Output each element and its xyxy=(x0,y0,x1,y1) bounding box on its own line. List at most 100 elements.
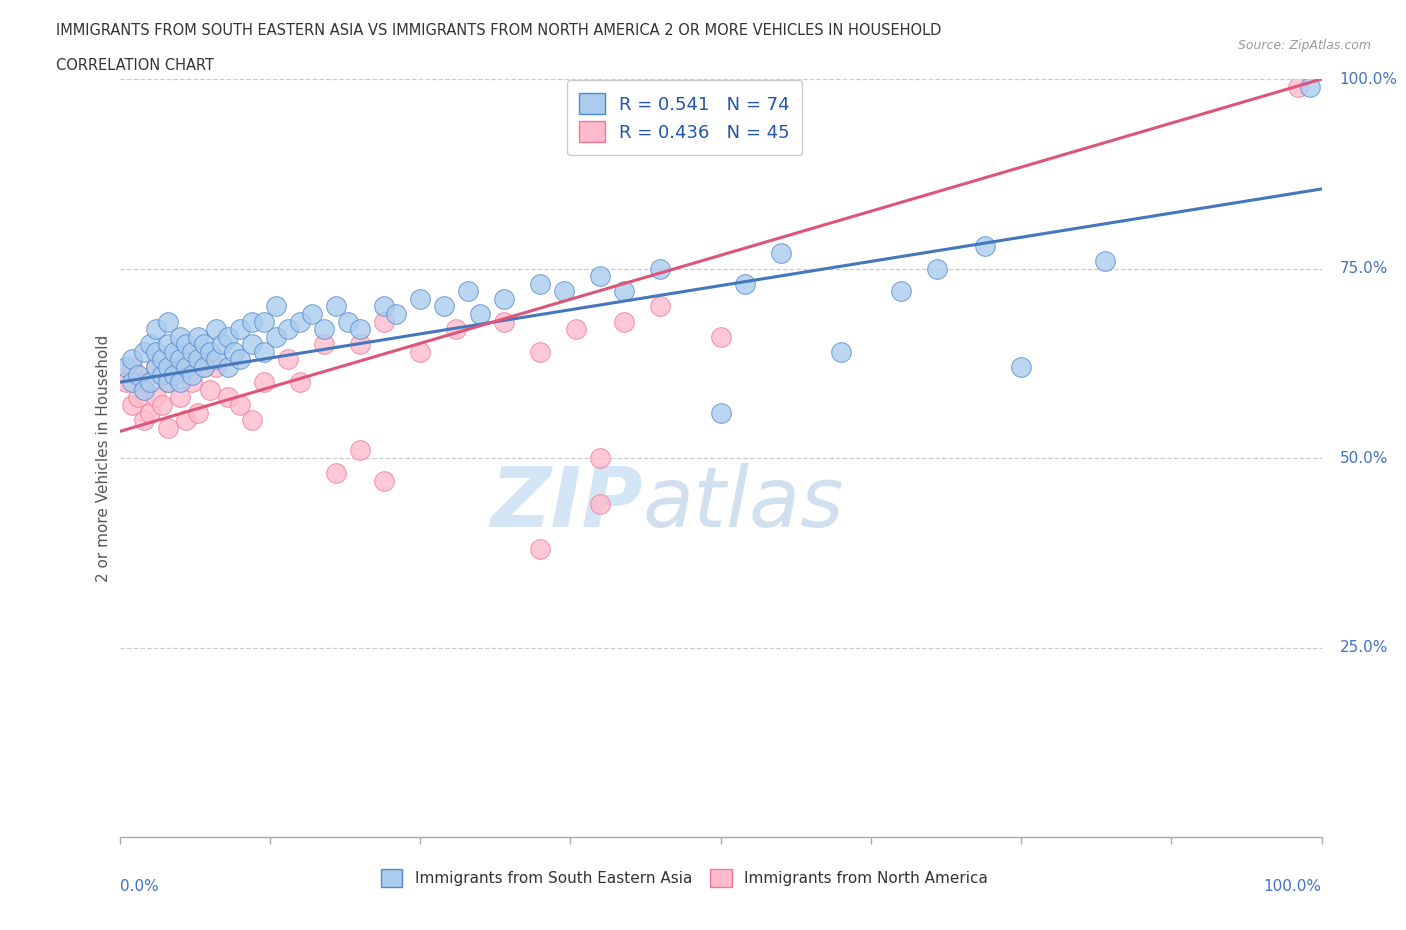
Point xyxy=(709,329,731,344)
Point xyxy=(409,344,432,359)
Point xyxy=(204,360,226,375)
Point xyxy=(162,367,184,382)
Point xyxy=(349,337,371,352)
Point xyxy=(156,360,179,375)
Point xyxy=(974,238,997,253)
Point xyxy=(187,352,209,367)
Point xyxy=(204,352,226,367)
Y-axis label: 2 or more Vehicles in Household: 2 or more Vehicles in Household xyxy=(96,335,111,581)
Point xyxy=(169,329,191,344)
Point xyxy=(494,314,516,329)
Point xyxy=(325,299,347,314)
Point xyxy=(121,352,143,367)
Point xyxy=(169,390,191,405)
Point xyxy=(193,360,215,375)
Point xyxy=(156,314,179,329)
Legend: Immigrants from South Eastern Asia, Immigrants from North America: Immigrants from South Eastern Asia, Immi… xyxy=(370,858,998,897)
Point xyxy=(264,299,287,314)
Point xyxy=(150,367,173,382)
Point xyxy=(529,276,551,291)
Point xyxy=(138,405,160,420)
Point xyxy=(457,284,479,299)
Point xyxy=(253,375,276,390)
Point xyxy=(127,390,149,405)
Point xyxy=(198,382,221,397)
Text: atlas: atlas xyxy=(643,463,844,544)
Point xyxy=(138,337,160,352)
Point xyxy=(132,382,155,397)
Point xyxy=(217,360,239,375)
Point xyxy=(1094,254,1116,269)
Text: 75.0%: 75.0% xyxy=(1340,261,1388,276)
Point xyxy=(228,397,252,412)
Point xyxy=(373,299,395,314)
Point xyxy=(132,344,155,359)
Point xyxy=(734,276,756,291)
Point xyxy=(433,299,456,314)
Point xyxy=(150,352,173,367)
Point xyxy=(240,413,263,428)
Point xyxy=(156,375,179,390)
Point xyxy=(240,337,263,352)
Point xyxy=(156,420,179,435)
Point xyxy=(253,314,276,329)
Point xyxy=(264,329,287,344)
Point xyxy=(132,413,155,428)
Point xyxy=(180,367,202,382)
Point xyxy=(198,344,221,359)
Point xyxy=(830,344,852,359)
Point xyxy=(650,299,672,314)
Text: 0.0%: 0.0% xyxy=(120,879,159,894)
Point xyxy=(114,360,136,375)
Text: 50.0%: 50.0% xyxy=(1340,450,1388,466)
Point xyxy=(187,329,209,344)
Point xyxy=(145,360,167,375)
Text: 25.0%: 25.0% xyxy=(1340,640,1388,655)
Point xyxy=(138,375,160,390)
Point xyxy=(1010,360,1032,375)
Point xyxy=(444,322,467,337)
Point xyxy=(121,375,143,390)
Point xyxy=(169,352,191,367)
Point xyxy=(277,352,299,367)
Point xyxy=(187,405,209,420)
Point xyxy=(211,337,233,352)
Point xyxy=(288,314,311,329)
Point xyxy=(349,322,371,337)
Point xyxy=(145,390,167,405)
Point xyxy=(121,397,143,412)
Point xyxy=(253,344,276,359)
Point xyxy=(174,337,197,352)
Text: Source: ZipAtlas.com: Source: ZipAtlas.com xyxy=(1237,39,1371,52)
Point xyxy=(228,322,252,337)
Point xyxy=(494,291,516,306)
Point xyxy=(222,344,245,359)
Point xyxy=(890,284,912,299)
Point xyxy=(145,360,167,375)
Point xyxy=(169,360,191,375)
Point xyxy=(156,360,179,375)
Point xyxy=(169,375,191,390)
Point xyxy=(925,261,948,276)
Point xyxy=(301,307,323,322)
Point xyxy=(217,329,239,344)
Point xyxy=(121,360,143,375)
Point xyxy=(468,307,492,322)
Point xyxy=(156,337,179,352)
Point xyxy=(373,473,395,488)
Point xyxy=(1298,79,1320,94)
Point xyxy=(650,261,672,276)
Point xyxy=(1286,79,1309,94)
Text: CORRELATION CHART: CORRELATION CHART xyxy=(56,58,214,73)
Point xyxy=(277,322,299,337)
Point xyxy=(409,291,432,306)
Point xyxy=(217,390,239,405)
Point xyxy=(589,451,612,466)
Point xyxy=(174,360,197,375)
Point xyxy=(180,375,202,390)
Point xyxy=(288,375,311,390)
Point xyxy=(385,307,408,322)
Text: 100.0%: 100.0% xyxy=(1264,879,1322,894)
Point xyxy=(613,284,636,299)
Point xyxy=(709,405,731,420)
